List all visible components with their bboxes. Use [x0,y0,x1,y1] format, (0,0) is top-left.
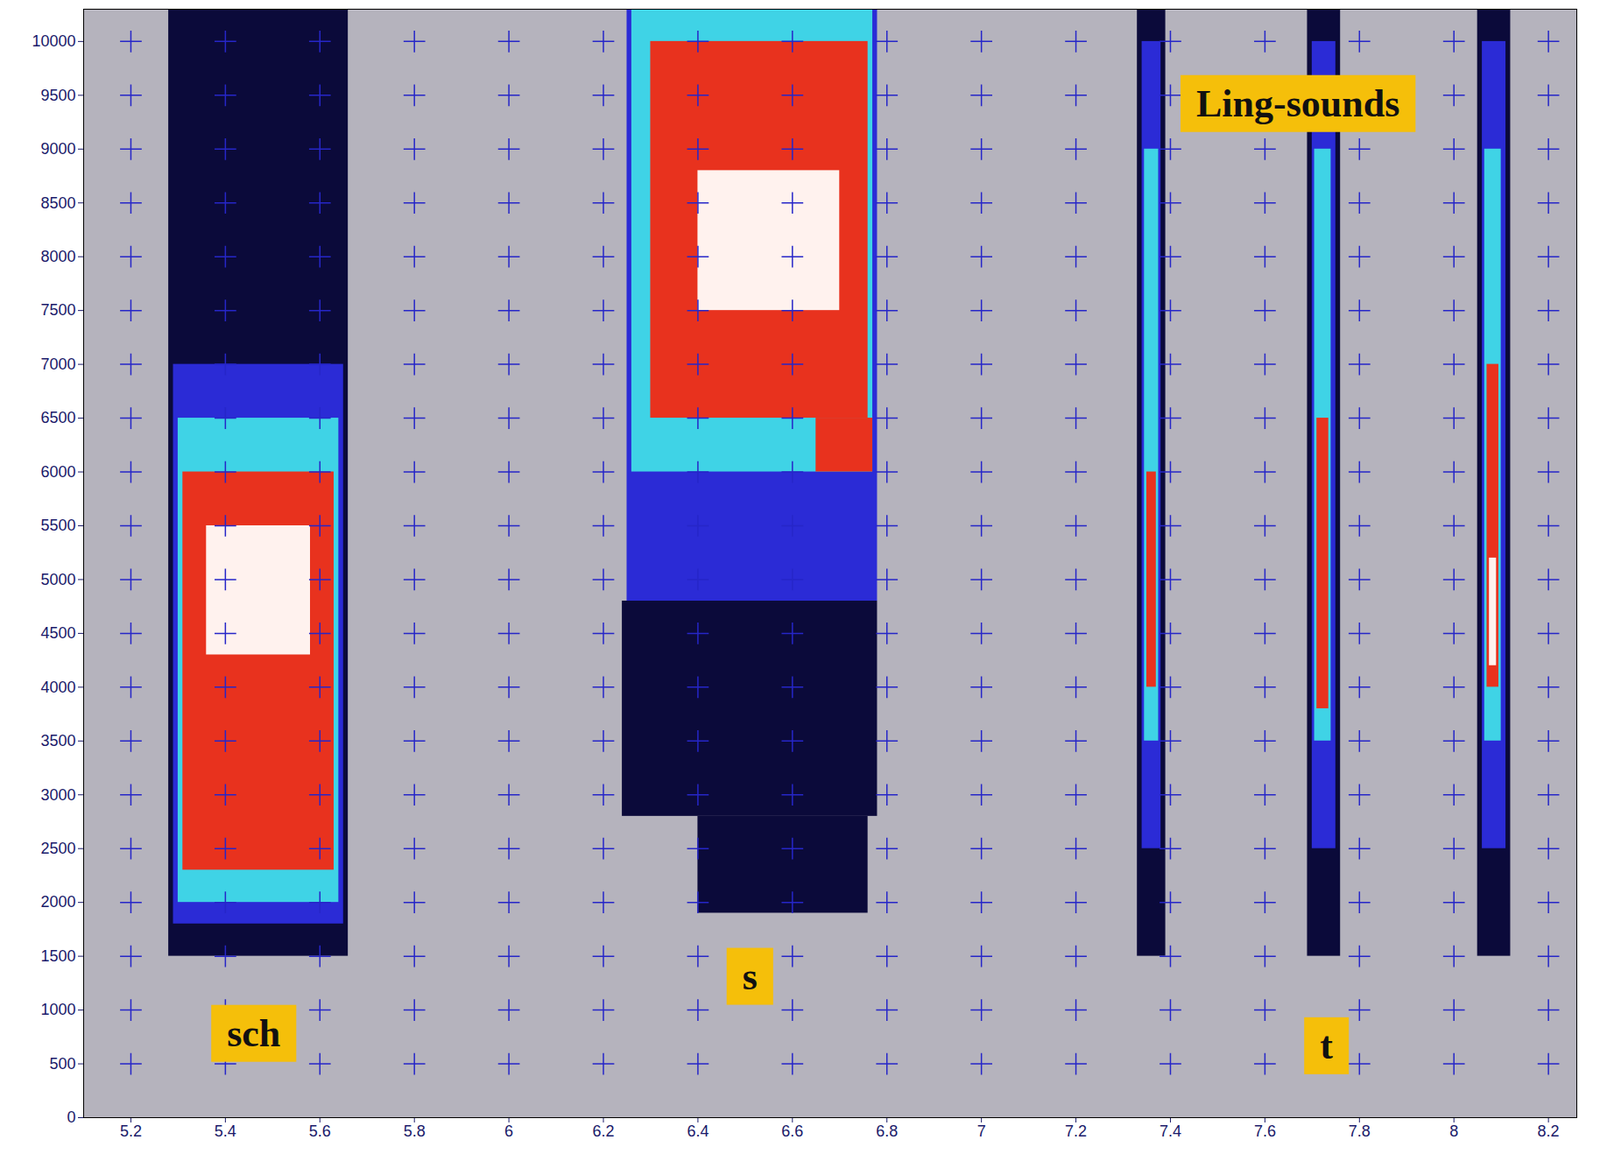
svg-text:7.6: 7.6 [1254,1122,1276,1141]
svg-text:Ling-sounds: Ling-sounds [1196,82,1400,126]
svg-text:5500: 5500 [40,516,76,535]
svg-text:6.4: 6.4 [686,1122,709,1141]
svg-text:7000: 7000 [40,355,76,374]
svg-text:6.6: 6.6 [781,1122,804,1141]
svg-text:6.2: 6.2 [592,1122,614,1141]
svg-text:6: 6 [504,1122,514,1141]
svg-text:4000: 4000 [40,678,76,697]
svg-text:2000: 2000 [40,893,76,911]
svg-text:t: t [1319,1024,1333,1068]
svg-text:7.2: 7.2 [1064,1122,1087,1141]
svg-text:5.2: 5.2 [119,1122,142,1141]
svg-text:3500: 3500 [40,732,76,750]
svg-text:0: 0 [66,1108,76,1127]
svg-text:2500: 2500 [40,839,76,858]
svg-text:7500: 7500 [40,301,76,319]
svg-text:8500: 8500 [40,194,76,212]
svg-text:sch: sch [226,1012,281,1056]
svg-text:7.8: 7.8 [1348,1122,1371,1141]
svg-text:9000: 9000 [40,140,76,158]
svg-text:5000: 5000 [40,570,76,589]
svg-text:8.2: 8.2 [1537,1122,1560,1141]
svg-text:6500: 6500 [40,408,76,427]
svg-text:3000: 3000 [40,786,76,804]
svg-text:8000: 8000 [40,247,76,266]
svg-text:9500: 9500 [40,86,76,105]
svg-text:5.4: 5.4 [214,1122,237,1141]
svg-text:s: s [742,955,758,999]
svg-text:5.8: 5.8 [403,1122,426,1141]
svg-text:8: 8 [1449,1122,1459,1141]
svg-text:5.6: 5.6 [309,1122,332,1141]
svg-text:1000: 1000 [40,1000,76,1019]
svg-text:10000: 10000 [31,32,76,50]
svg-text:500: 500 [49,1055,76,1073]
svg-text:1500: 1500 [40,947,76,966]
svg-text:6000: 6000 [40,463,76,481]
svg-text:4500: 4500 [40,624,76,642]
svg-text:7.4: 7.4 [1159,1122,1182,1141]
svg-text:6.8: 6.8 [875,1122,898,1141]
svg-text:7: 7 [977,1122,987,1141]
